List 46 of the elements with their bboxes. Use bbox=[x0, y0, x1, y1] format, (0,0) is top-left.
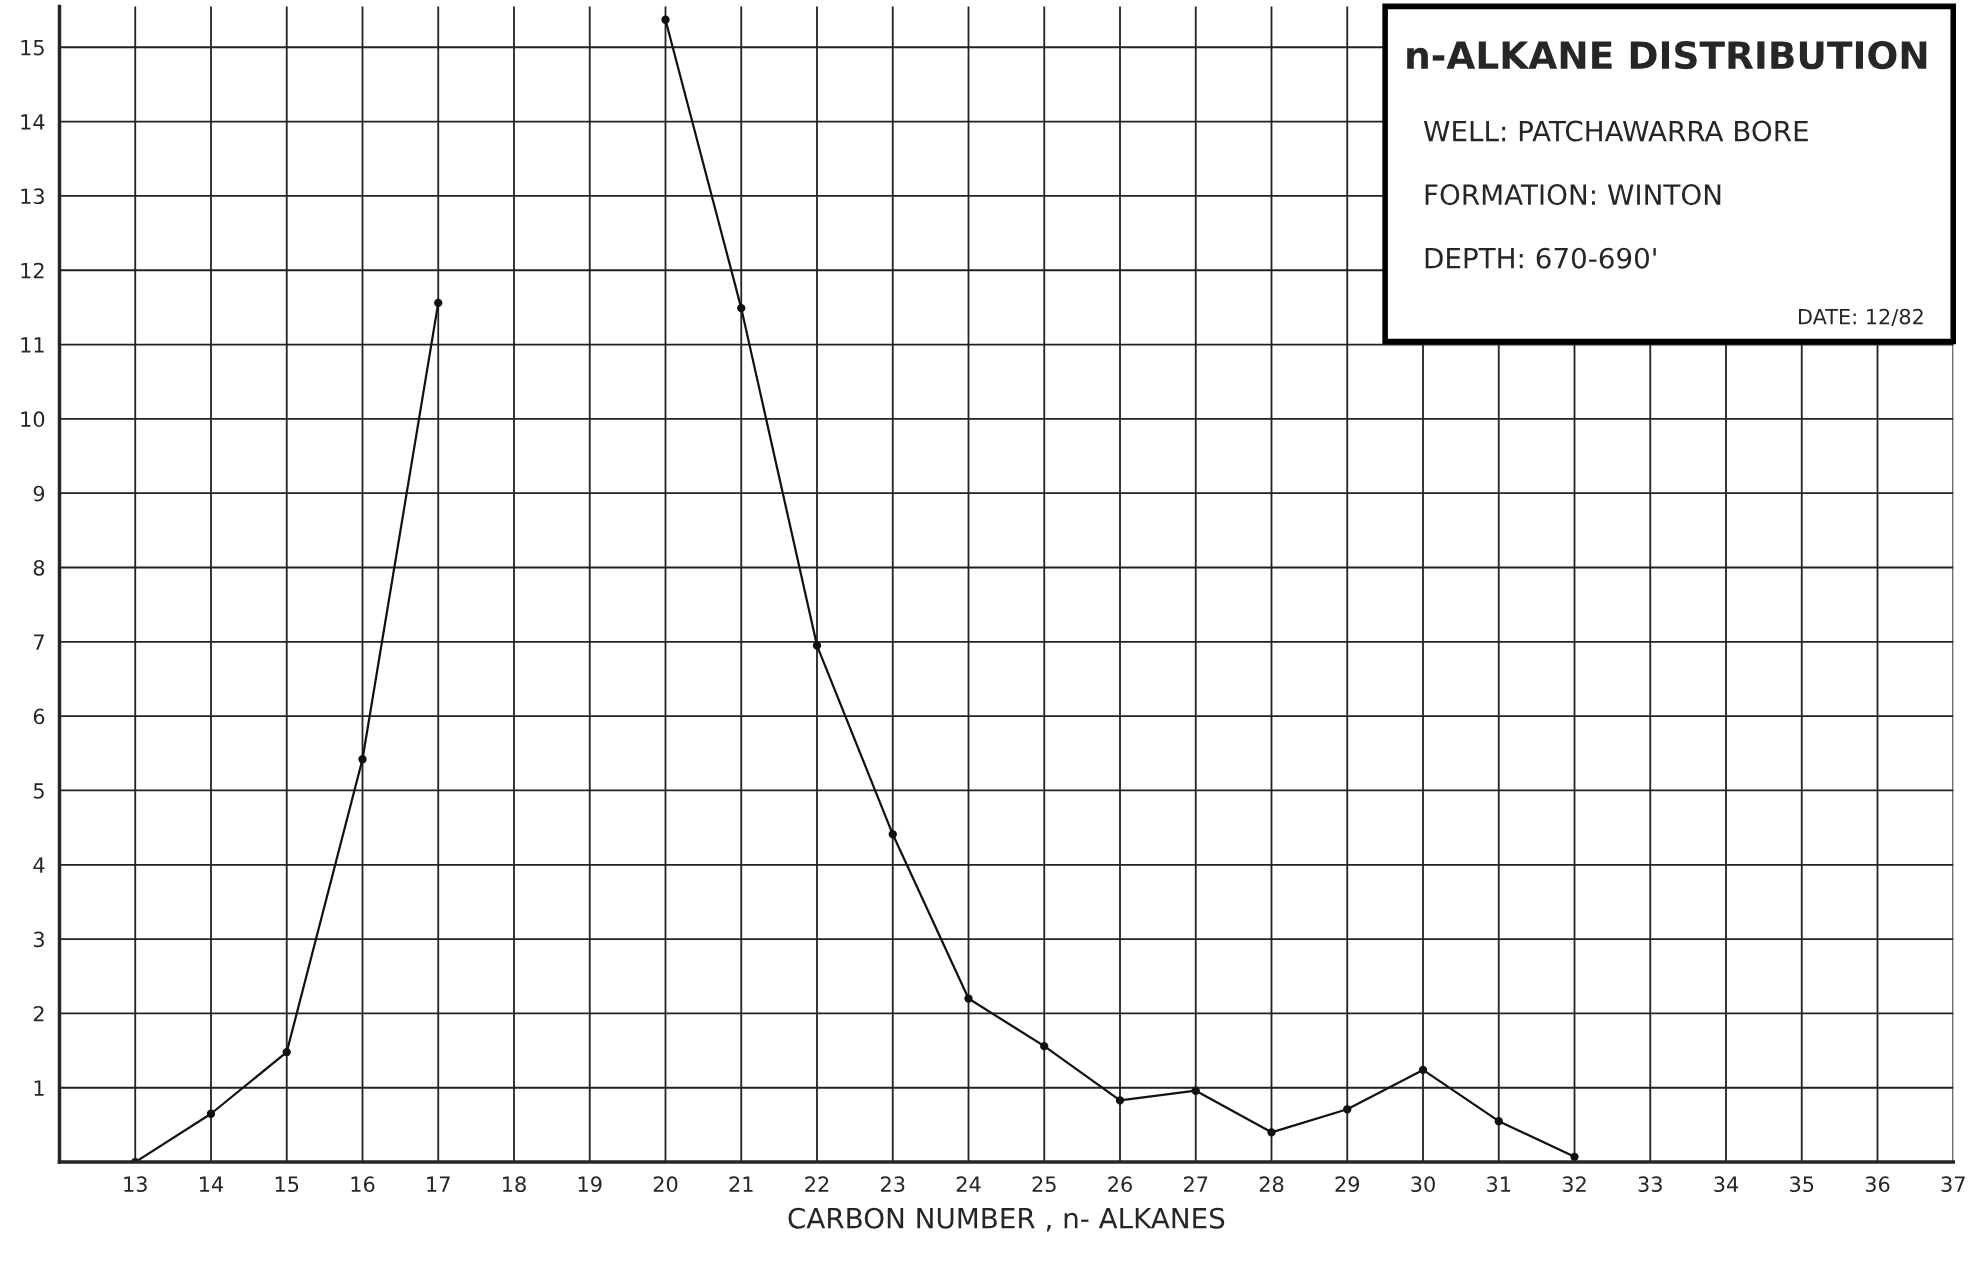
x-tick-label: 29 bbox=[1335, 1176, 1360, 1193]
annotation: DATE: 12/82 bbox=[1799, 308, 1923, 327]
x-tick-label: 32 bbox=[1562, 1176, 1586, 1193]
y-tick-label: 5 bbox=[33, 783, 44, 799]
x-tick-label: 26 bbox=[1108, 1176, 1132, 1193]
x-tick-label: 36 bbox=[1865, 1176, 1890, 1193]
y-tick-label: 10 bbox=[21, 411, 45, 428]
y-tick-label: 8 bbox=[33, 559, 45, 576]
x-tick-label: 24 bbox=[956, 1176, 981, 1192]
annotation: n-ALKANE DISTRIBUTION bbox=[1407, 40, 1927, 70]
x-tick-label: 35 bbox=[1790, 1176, 1814, 1193]
y-tick-label: 4 bbox=[33, 857, 45, 873]
x-tick-label: 23 bbox=[881, 1176, 905, 1193]
x-tick-label: 13 bbox=[124, 1176, 147, 1193]
y-tick-label: 3 bbox=[33, 931, 44, 948]
x-tick-label: 31 bbox=[1487, 1176, 1511, 1193]
y-tick-label: 13 bbox=[21, 188, 44, 205]
x-tick-label: 30 bbox=[1411, 1176, 1435, 1193]
x-tick-label: 34 bbox=[1714, 1176, 1739, 1193]
x-tick-label: 21 bbox=[729, 1176, 753, 1192]
y-tick-label: 2 bbox=[33, 1005, 44, 1022]
x-tick-label: 20 bbox=[653, 1176, 678, 1193]
x-tick-label: 33 bbox=[1638, 1176, 1662, 1193]
x-tick-label: 28 bbox=[1259, 1176, 1284, 1193]
x-tick-label: 19 bbox=[578, 1176, 602, 1193]
annotation: FORMATION: WINTON bbox=[1425, 184, 1721, 206]
x-tick-label: 22 bbox=[805, 1176, 829, 1192]
x-tick-label: 25 bbox=[1032, 1176, 1056, 1193]
y-tick-label: 9 bbox=[33, 485, 45, 502]
y-tick-label: 14 bbox=[21, 114, 45, 130]
y-tick-label: 15 bbox=[21, 39, 44, 56]
y-tick-label: 11 bbox=[21, 337, 44, 353]
x-tick-label: 37 bbox=[1941, 1176, 1965, 1193]
y-tick-label: 12 bbox=[21, 262, 44, 279]
y-tick-label: 1 bbox=[34, 1080, 44, 1096]
x-tick-label: 17 bbox=[427, 1176, 450, 1192]
y-tick-label: 7 bbox=[34, 634, 44, 650]
x-tick-label: 16 bbox=[351, 1176, 375, 1193]
x-axis-title: CARBON NUMBER , n- ALKANES bbox=[788, 1207, 1225, 1232]
x-tick-label: 14 bbox=[200, 1176, 224, 1192]
x-tick-label: 15 bbox=[275, 1176, 299, 1193]
annotation: WELL: PATCHAWARRA BORE bbox=[1423, 120, 1808, 142]
x-tick-label: 18 bbox=[503, 1176, 526, 1193]
annotation: DEPTH: 670-690' bbox=[1425, 247, 1656, 269]
y-tick-label: 6 bbox=[33, 708, 45, 725]
x-tick-label: 27 bbox=[1184, 1176, 1208, 1192]
